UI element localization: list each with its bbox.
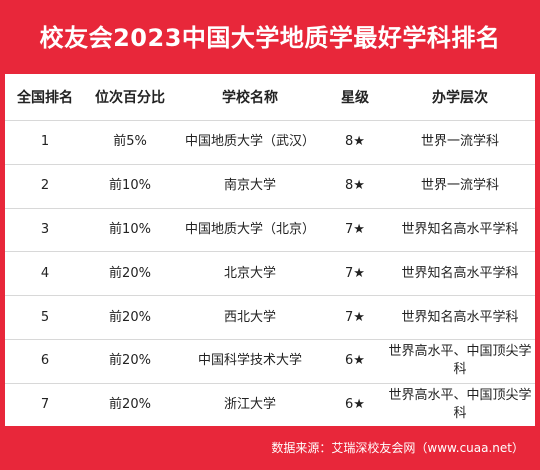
cell-school: 西北大学 bbox=[175, 295, 325, 340]
cell-school: 中国地质大学（武汉） bbox=[175, 120, 325, 165]
cell-school: 中国科学技术大学 bbox=[175, 339, 325, 384]
cell-rank: 7 bbox=[40, 397, 50, 413]
cell-rank: 5 bbox=[5, 295, 85, 340]
cell-level: 世界知名高水平学科 bbox=[385, 295, 535, 340]
page-title: 校友会2023中国大学地质学最好学科排名 bbox=[39, 23, 501, 52]
cell-percent: 前20% bbox=[85, 295, 175, 340]
cell-rank: 3 bbox=[5, 208, 85, 253]
table-row: 5 前20% 西北大学 7★ 世界知名高水平学科 bbox=[5, 295, 535, 340]
table-header-row: 全国排名 位次百分比 学校名称 星级 办学层次 bbox=[5, 74, 535, 121]
ranking-table-card: 全国排名 位次百分比 学校名称 星级 办学层次 1 前5% 中国地质大学（武汉）… bbox=[5, 74, 535, 426]
ranking-table: 全国排名 位次百分比 学校名称 星级 办学层次 1 前5% 中国地质大学（武汉）… bbox=[5, 74, 535, 427]
cell-school: 中国地质大学（北京） bbox=[175, 208, 325, 253]
cell-level: 世界高水平、中国顶尖学科 bbox=[385, 339, 535, 384]
cell-rank: 2 bbox=[5, 164, 85, 209]
cell-school: 北京大学 bbox=[175, 251, 325, 297]
cell-rank: 1 bbox=[5, 120, 85, 165]
header-percent: 位次百分比 bbox=[85, 74, 175, 121]
table-row: 7 前20% 浙江大学 6★ 世界高水平、中国顶尖学科 bbox=[5, 383, 535, 426]
cell-percent: 前5% bbox=[85, 120, 175, 165]
header-stars: 星级 bbox=[325, 74, 385, 121]
cell-stars: 8★ bbox=[325, 164, 385, 209]
table-row: 6 前20% 中国科学技术大学 6★ 世界高水平、中国顶尖学科 bbox=[5, 339, 535, 384]
cell-rank: 6 bbox=[5, 339, 85, 384]
cell-stars: 6★ bbox=[325, 339, 385, 384]
cell-percent: 前10% bbox=[85, 164, 175, 209]
cell-school: 南京大学 bbox=[175, 164, 325, 209]
header-school: 学校名称 bbox=[175, 74, 325, 121]
cell-level: 世界知名高水平学科 bbox=[385, 251, 535, 297]
cell-rank: 4 bbox=[5, 251, 85, 297]
cell-level: 世界一流学科 bbox=[385, 164, 535, 209]
cell-stars: 8★ bbox=[325, 120, 385, 165]
header-level: 办学层次 bbox=[385, 74, 535, 121]
cell-level: 世界一流学科 bbox=[385, 120, 535, 165]
cell-level: 世界高水平、中国顶尖学科 bbox=[388, 388, 532, 422]
cell-stars: 7★ bbox=[325, 295, 385, 340]
cell-percent: 前20% bbox=[85, 251, 175, 297]
cell-stars: 7★ bbox=[325, 251, 385, 297]
table-row: 4 前20% 北京大学 7★ 世界知名高水平学科 bbox=[5, 251, 535, 297]
table-row: 2 前10% 南京大学 8★ 世界一流学科 bbox=[5, 164, 535, 209]
cell-level: 世界知名高水平学科 bbox=[385, 208, 535, 253]
cell-school: 浙江大学 bbox=[223, 397, 276, 413]
cell-percent: 前10% bbox=[85, 208, 175, 253]
cell-percent: 前20% bbox=[85, 339, 175, 384]
cell-percent: 前20% bbox=[109, 397, 151, 413]
data-source-note: 数据来源：艾瑞深校友会网（www.cuaa.net） bbox=[271, 440, 524, 455]
cell-stars: 6★ bbox=[345, 397, 365, 413]
table-row: 1 前5% 中国地质大学（武汉） 8★ 世界一流学科 bbox=[5, 120, 535, 165]
cell-stars: 7★ bbox=[325, 208, 385, 253]
header-rank: 全国排名 bbox=[5, 74, 85, 121]
table-row: 3 前10% 中国地质大学（北京） 7★ 世界知名高水平学科 bbox=[5, 208, 535, 253]
